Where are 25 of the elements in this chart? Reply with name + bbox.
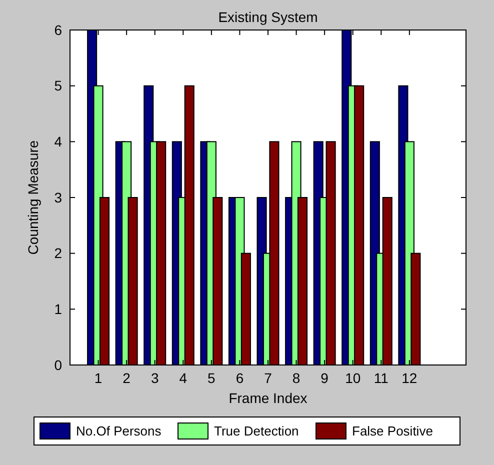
x-tick-label: 2 (122, 370, 131, 386)
legend-label: False Positive (352, 424, 433, 439)
x-tick-label: 1 (94, 370, 102, 386)
x-tick-label: 5 (208, 370, 216, 386)
y-tick-label: 6 (54, 22, 62, 38)
x-tick-label: 8 (292, 370, 300, 386)
x-tick-label: 6 (236, 370, 244, 386)
legend-label: No.Of Persons (76, 424, 162, 439)
x-tick-label: 10 (345, 370, 361, 386)
legend-label: True Detection (214, 424, 299, 439)
x-tick-label: 12 (402, 370, 418, 386)
x-tick-label: 3 (150, 370, 159, 386)
chart-title: Existing System (218, 9, 318, 25)
y-tick-label: 3 (54, 189, 62, 206)
y-tick-label: 2 (54, 245, 62, 262)
y-tick-label: 1 (54, 301, 62, 318)
y-tick-label: 4 (54, 134, 62, 150)
x-tick-label: 11 (374, 370, 389, 386)
x-tick-label: 4 (179, 370, 188, 386)
x-axis-title: Frame Index (228, 390, 308, 406)
x-tick-label: 7 (264, 370, 272, 386)
y-axis-title: Counting Measure (25, 140, 41, 255)
y-tick-label: 5 (54, 78, 62, 94)
x-tick-label: 9 (320, 370, 329, 386)
y-tick-label: 0 (54, 356, 62, 373)
